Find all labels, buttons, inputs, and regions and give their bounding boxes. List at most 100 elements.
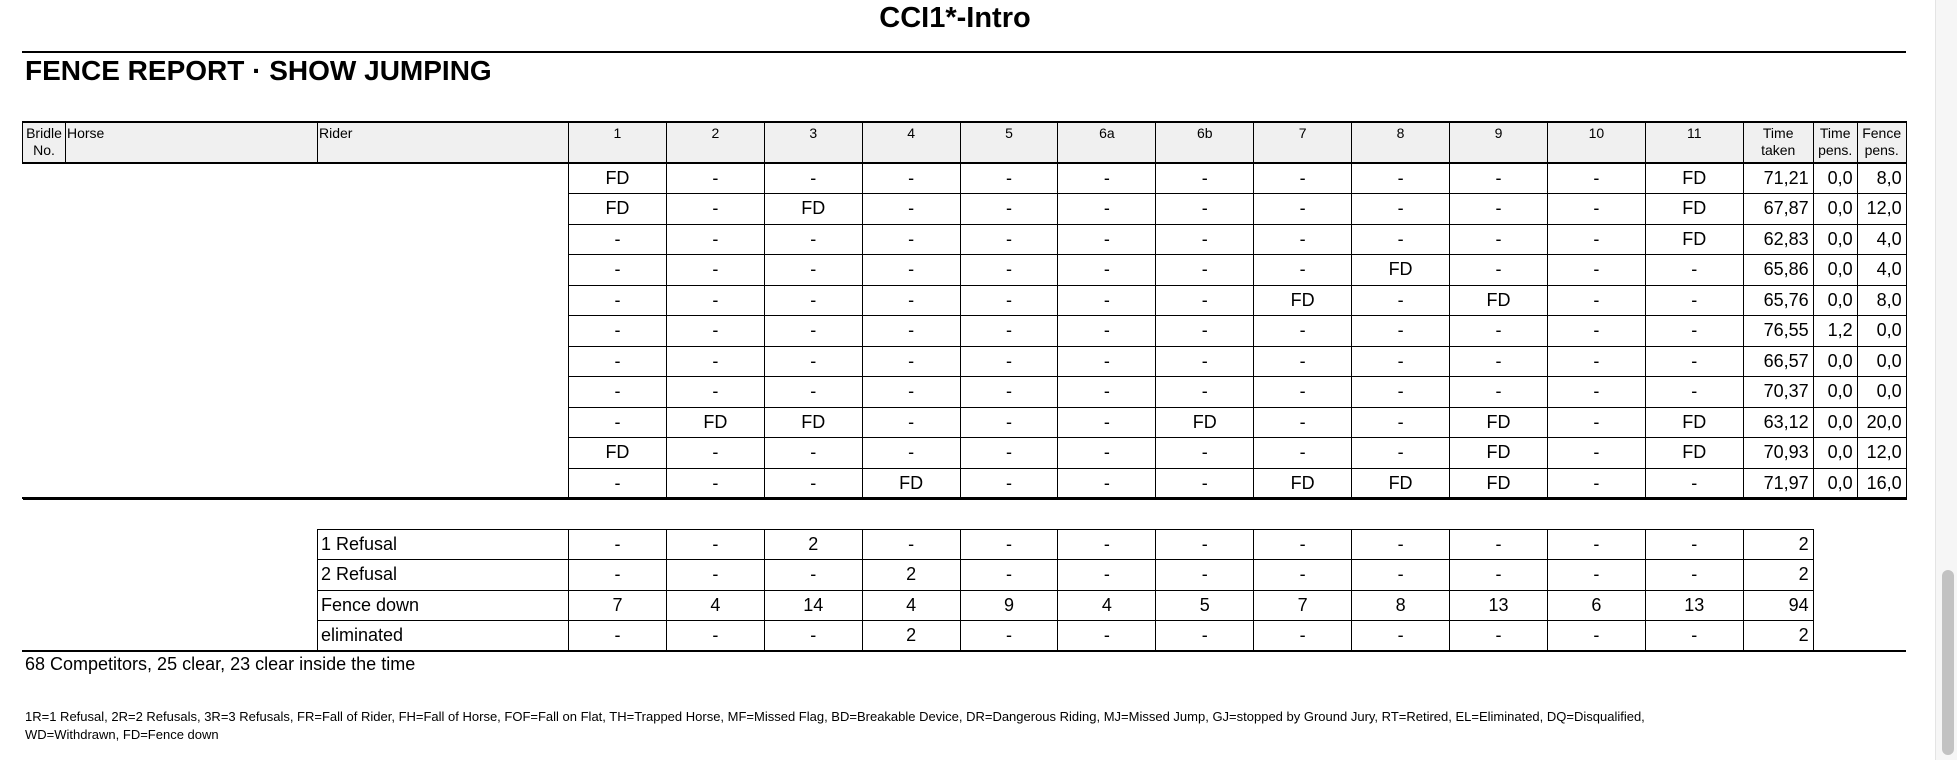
summary-total: 2 — [1742, 619, 1814, 652]
fence-result: - — [1155, 345, 1255, 377]
summary-value: - — [959, 528, 1059, 561]
summary-total: 2 — [1742, 528, 1814, 561]
fence-result: FD — [1449, 284, 1548, 316]
fence-pens: 12,0 — [1856, 193, 1907, 225]
fence-result: - — [861, 254, 961, 286]
summary-value: 8 — [1351, 589, 1451, 621]
summary-value: - — [959, 619, 1059, 652]
divider — [22, 497, 1906, 499]
fence-result: - — [1057, 284, 1157, 316]
fence-pens: 4,0 — [1856, 223, 1907, 255]
header-fence: 8 — [1351, 121, 1451, 164]
fence-result: - — [1253, 406, 1353, 438]
fence-result: - — [1644, 376, 1744, 408]
empty-cell — [66, 224, 318, 255]
empty-cell — [318, 438, 569, 469]
empty-cell — [23, 194, 66, 225]
summary-row: 1 Refusal - -2- - - - - - - - -2 — [317, 528, 1814, 561]
summary-value: - — [1449, 559, 1548, 591]
summary-value: 4 — [861, 589, 961, 621]
scrollbar-thumb[interactable] — [1942, 570, 1954, 755]
summary-row: eliminated - - -2- - - - - - - -2 — [317, 619, 1814, 652]
fence-result: - — [861, 437, 961, 469]
legend-line: WD=Withdrawn, FD=Fence down — [25, 727, 219, 742]
report-heading: FENCE REPORT · SHOW JUMPING — [25, 55, 492, 86]
fence-result: - — [1644, 345, 1744, 377]
fence-result: - — [1057, 437, 1157, 469]
summary-value: - — [568, 528, 667, 561]
time-pens: 0,0 — [1812, 254, 1858, 286]
header-fence: 6a — [1057, 121, 1157, 164]
empty-cell — [318, 316, 569, 347]
fence-result: - — [1057, 223, 1157, 255]
summary-value: - — [1057, 528, 1157, 561]
fence-result: - — [1546, 315, 1646, 347]
vertical-scrollbar[interactable] — [1935, 0, 1957, 760]
empty-cell — [23, 224, 66, 255]
fence-result: - — [959, 467, 1059, 500]
header-fence: 5 — [959, 121, 1059, 164]
summary-total: 2 — [1742, 559, 1814, 591]
legend-line: 1R=1 Refusal, 2R=2 Refusals, 3R=3 Refusa… — [25, 709, 1645, 724]
fence-result: - — [1253, 254, 1353, 286]
fence-result: - — [1449, 193, 1548, 225]
time-pens: 0,0 — [1812, 467, 1858, 500]
fence-result: - — [665, 254, 765, 286]
header-fence: 10 — [1546, 121, 1646, 164]
header-time-pens: Time pens. — [1812, 121, 1858, 164]
fence-result: - — [568, 284, 667, 316]
fence-pens: 0,0 — [1856, 376, 1907, 408]
time-taken: 65,76 — [1742, 284, 1814, 316]
fence-result: - — [665, 193, 765, 225]
fence-result: - — [1449, 223, 1548, 255]
fence-result: - — [1546, 467, 1646, 500]
fence-result: - — [763, 437, 863, 469]
empty-cell — [318, 163, 569, 194]
empty-cell — [318, 194, 569, 225]
summary-value: 14 — [763, 589, 863, 621]
fence-pens: 8,0 — [1856, 284, 1907, 316]
fence-result: - — [1155, 376, 1255, 408]
summary-value: - — [1155, 559, 1255, 591]
summary-value: - — [1057, 559, 1157, 591]
summary-row: Fence down 7 4 14 4 9 4 5 7 8 13 6 13 94 — [317, 589, 1814, 621]
fence-result: - — [861, 284, 961, 316]
fence-result: - — [568, 376, 667, 408]
fence-result: - — [1449, 345, 1548, 377]
table-row: - - - - - - - - - - - FD 62,83 0,0 4,0 — [23, 223, 1907, 255]
fence-result: FD — [763, 193, 863, 225]
fence-result: - — [1057, 345, 1157, 377]
summary-value: 5 — [1155, 589, 1255, 621]
table-row: - - - - - - - - - - - -76,55 1,2 0,0 — [23, 315, 1907, 347]
fence-result: - — [763, 467, 863, 500]
fence-result: - — [665, 162, 765, 194]
summary-value: - — [1155, 528, 1255, 561]
table-row: - - - - - - - - FD - - -65,86 0,0 4,0 — [23, 254, 1907, 286]
fence-pens: 4,0 — [1856, 254, 1907, 286]
fence-result: - — [763, 376, 863, 408]
empty-cell — [65, 468, 318, 500]
summary-value: - — [1253, 619, 1353, 652]
fence-result: FD — [1155, 406, 1255, 438]
fence-result: - — [1546, 162, 1646, 194]
fence-result: - — [763, 223, 863, 255]
fence-result: - — [763, 284, 863, 316]
fence-result: - — [665, 315, 765, 347]
time-taken: 76,55 — [1742, 315, 1814, 347]
empty-cell — [317, 468, 569, 500]
fence-result: - — [959, 223, 1059, 255]
fence-result: FD — [1449, 406, 1548, 438]
fence-result: - — [665, 345, 765, 377]
fence-result: - — [1155, 193, 1255, 225]
empty-cell — [23, 285, 66, 316]
fence-result: - — [1546, 345, 1646, 377]
empty-cell — [318, 377, 569, 408]
fence-result: - — [1351, 345, 1451, 377]
fence-result: - — [861, 376, 961, 408]
fence-result: - — [1351, 193, 1451, 225]
time-taken: 65,86 — [1742, 254, 1814, 286]
fence-result: - — [1057, 406, 1157, 438]
empty-cell — [23, 255, 66, 286]
fence-result: - — [959, 193, 1059, 225]
fence-result: - — [1155, 223, 1255, 255]
